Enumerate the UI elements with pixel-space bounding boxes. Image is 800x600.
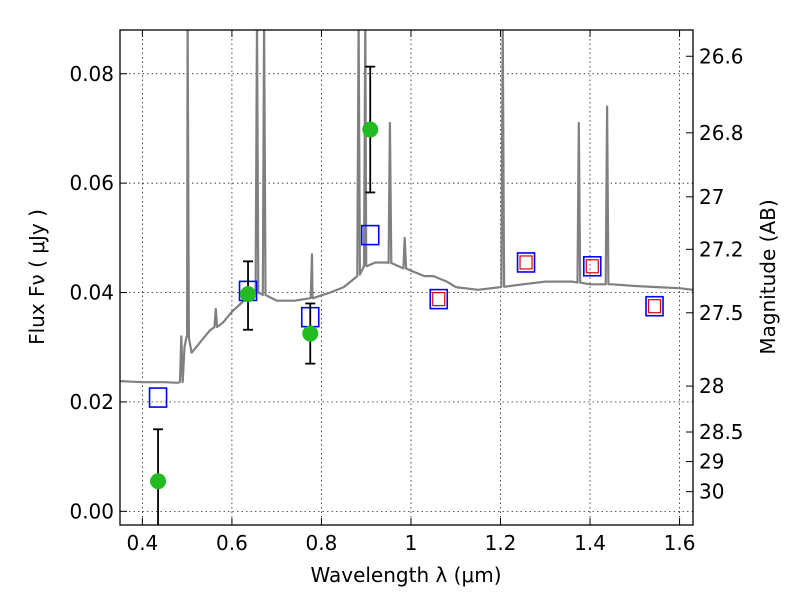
observed-point: [150, 473, 167, 490]
y2-tick-label: 27: [699, 185, 724, 209]
model-band-square-inner: [647, 299, 662, 314]
x-tick-label: 0.4: [126, 531, 158, 555]
y2-tick-label: 26.8: [699, 121, 744, 145]
model-band-square: [516, 252, 536, 273]
y-tick-label: 0.02: [69, 390, 114, 414]
model-band-square: [148, 387, 168, 408]
y2-tick-label: 26.6: [699, 44, 744, 68]
x-tick-label: 1.2: [485, 531, 517, 555]
grid-lines: [120, 30, 693, 525]
y2-tick-label: 27.2: [699, 237, 744, 261]
y-tick-label: 0.06: [69, 171, 114, 195]
y-tick-label: 0.04: [69, 281, 114, 305]
y-axis-label: Flux Fν ( μJy ): [25, 209, 49, 345]
x-axis-label: Wavelength λ (μm): [310, 563, 501, 587]
y2-tick-label: 28.5: [699, 420, 744, 444]
model-band-square: [582, 255, 602, 277]
x-tick-label: 0.8: [306, 531, 338, 555]
y2-tick-label: 29: [699, 450, 724, 474]
x-tick-label: 1.4: [574, 531, 606, 555]
plot-frame: [119, 29, 694, 526]
x-tick-label: 1.6: [664, 531, 696, 555]
x-tick-label: 1: [405, 531, 418, 555]
model-band-square: [429, 288, 449, 310]
y-tick-label: 0.08: [69, 62, 114, 86]
model-spectrum-line: [120, 30, 693, 384]
observed-point: [240, 286, 257, 303]
plot-area: [120, 30, 693, 525]
model-band-square-inner: [585, 259, 599, 274]
y2-tick-label: 28: [699, 374, 724, 398]
y2-tick-label: 30: [699, 480, 724, 504]
observed-point: [362, 121, 379, 138]
y2-tick-label: 27.5: [699, 301, 744, 325]
model-band-square: [645, 295, 664, 317]
y-tick-label: 0.00: [69, 499, 114, 523]
model-band-square-inner: [432, 292, 446, 307]
model-band-square-inner: [519, 255, 533, 270]
axis-ticks: 0.4 0.6 0.8 1 1.2 1.4 1.6 0.00 0.02 0.04 0.06 0.08 2…: [69, 30, 744, 555]
x-tick-label: 0.6: [216, 531, 248, 555]
y2-axis-label: Magnitude (AB): [756, 199, 780, 354]
observed-point: [302, 325, 319, 342]
model-band-square: [360, 224, 380, 246]
